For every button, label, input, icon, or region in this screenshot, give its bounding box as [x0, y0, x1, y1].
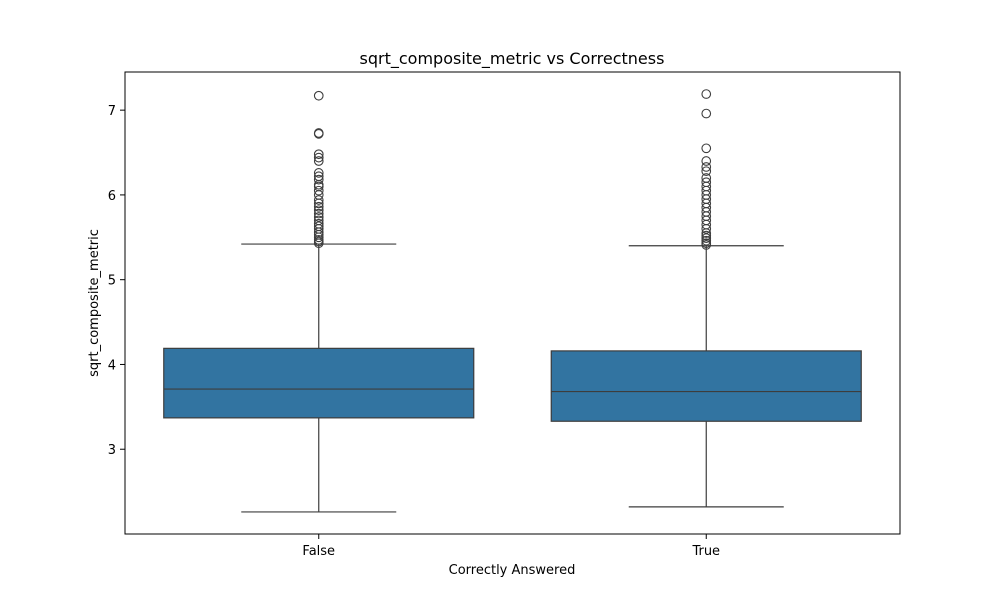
y-axis: 3 4 5 6 7: [108, 104, 125, 458]
outlier-point: [313, 218, 324, 229]
y-tick-label: 4: [108, 358, 116, 373]
outlier-point: [313, 90, 324, 101]
outlier-point: [701, 156, 712, 166]
outlier-point: [313, 168, 324, 178]
outlier-point: [701, 177, 712, 188]
outlier-point: [313, 215, 324, 226]
y-tick-label: 6: [108, 189, 116, 204]
outlier-point: [313, 171, 324, 182]
box-group-true: [550, 89, 862, 508]
iqr-box: [163, 347, 475, 419]
x-tick-label: False: [302, 544, 335, 559]
outlier-point: [701, 238, 712, 249]
outlier-point: [701, 162, 712, 172]
outlier-point: [313, 195, 324, 205]
outlier-point: [313, 212, 324, 222]
y-tick-label: 7: [108, 104, 116, 119]
outlier-point: [313, 221, 324, 232]
outlier-point: [313, 128, 324, 138]
outlier-point: [701, 108, 712, 119]
x-tick-label: True: [691, 544, 720, 559]
outlier-point: [701, 166, 712, 177]
x-axis-label: Correctly Answered: [449, 563, 576, 578]
outlier-point: [701, 235, 712, 246]
outlier-point: [701, 89, 712, 99]
outlier-point: [313, 156, 324, 166]
outlier-point: [313, 174, 324, 185]
outlier-point: [313, 208, 324, 219]
plot-frame: [124, 71, 901, 535]
outlier-point: [313, 205, 324, 216]
outlier-point: [701, 173, 712, 183]
outlier-point: [313, 152, 324, 163]
outlier-point: [701, 230, 712, 241]
box-group-false: [163, 90, 475, 513]
outlier-point: [701, 233, 712, 244]
iqr-box: [550, 350, 862, 422]
y-tick-label: 3: [108, 443, 116, 458]
y-axis-label: sqrt_composite_metric: [87, 229, 102, 377]
outlier-point: [313, 234, 324, 245]
y-tick-label: 5: [108, 274, 116, 289]
outlier-point: [313, 185, 324, 196]
chart-title: sqrt_composite_metric vs Correctness: [360, 49, 665, 69]
outlier-point: [313, 201, 324, 212]
x-axis: False True: [302, 534, 720, 559]
outlier-point: [313, 149, 324, 160]
plot-marks: [163, 89, 862, 513]
outlier-point: [701, 143, 712, 154]
